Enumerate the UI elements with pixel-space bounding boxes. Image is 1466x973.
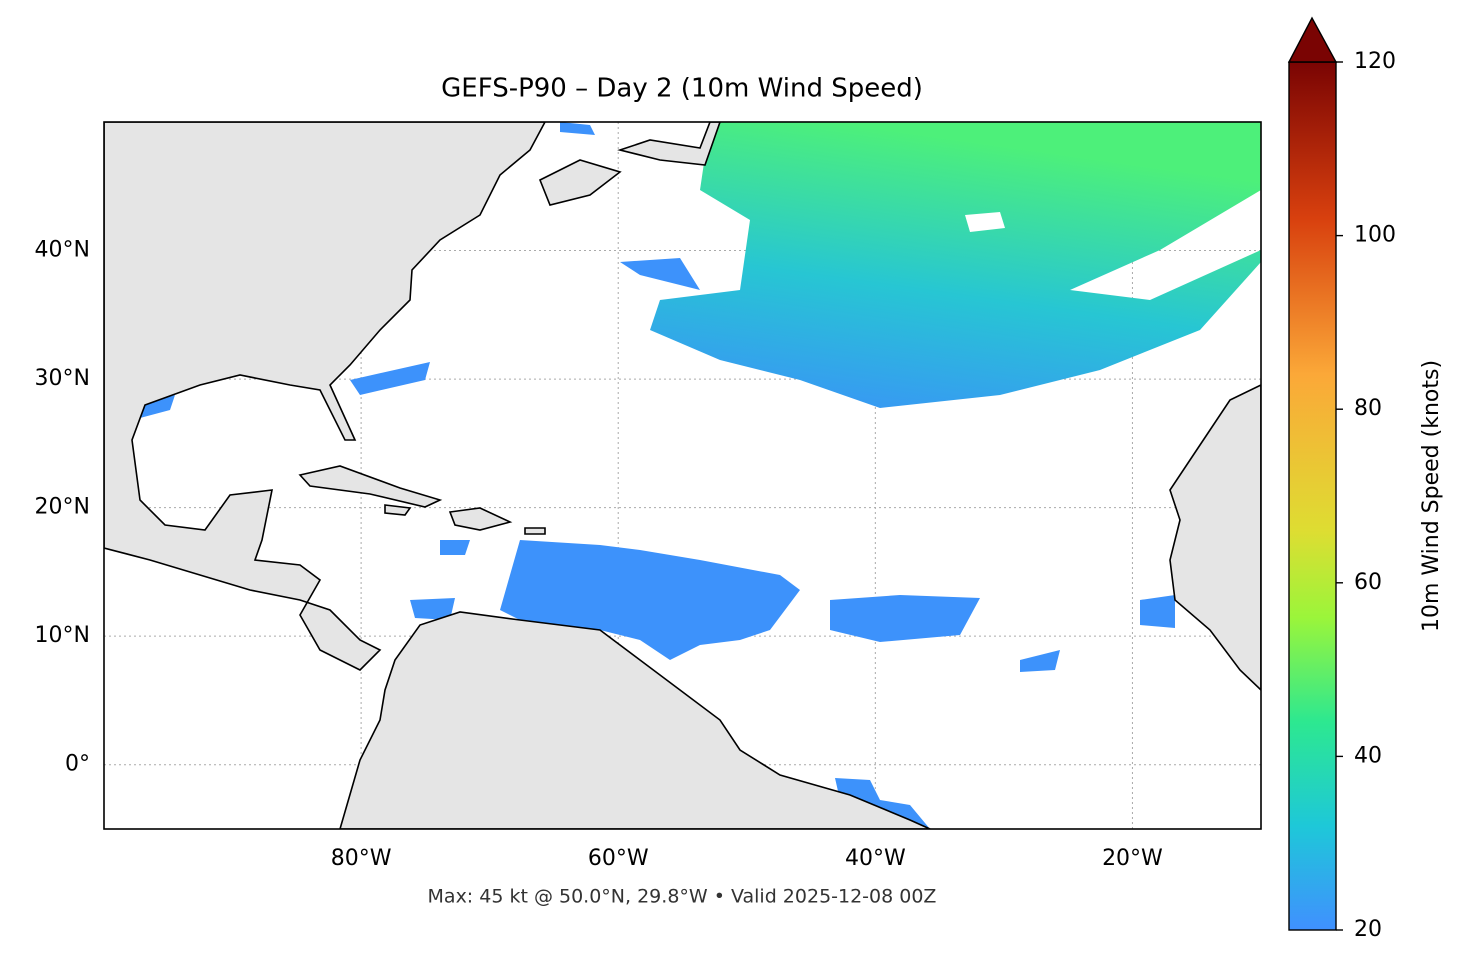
map-title: GEFS-P90 – Day 2 (10m Wind Speed) [441,74,923,104]
colorbar-extend [1287,16,1338,63]
wind-field [650,122,1261,408]
map-area [104,122,1261,829]
x-tick-label: 80°W [331,846,392,871]
y-tick-label: 10°N [35,623,90,648]
colorbar-tick-label: 20 [1354,917,1382,942]
colorbar-tick-label: 60 [1354,570,1382,595]
hispaniola [384,504,546,535]
calm-spot [965,212,1005,232]
y-tick-label: 30°N [35,366,90,391]
colorbar-tick-label: 80 [1354,396,1382,421]
map-frame [103,121,1262,830]
colorbar [1288,61,1337,931]
footer-note: Max: 45 kt @ 50.0°N, 29.8°W • Valid 2025… [428,886,937,908]
africa [1169,384,1261,692]
wind-field [410,540,1175,829]
x-tick-label: 20°W [1102,846,1163,871]
colorbar-label: 10m Wind Speed (knots) [1419,360,1444,632]
x-tick-label: 40°W [845,846,906,871]
canada-east [538,122,721,206]
y-tick-label: 0° [65,752,90,777]
y-tick-label: 20°N [35,495,90,520]
colorbar-ticks: 20 40 60 80 100 120 [1336,49,1396,942]
y-tick-label: 40°N [35,238,90,263]
x-tick-label: 60°W [588,846,649,871]
axis-labels: 80°W 60°W 40°W 20°W 0° 10°N 20°N 30°N 40°N [35,238,1164,871]
cuba [298,465,443,508]
colorbar-tick-label: 100 [1354,223,1396,248]
south-america [339,611,931,829]
colorbar-tick-label: 120 [1354,49,1396,74]
north-america [104,122,546,671]
colorbar-tick-label: 40 [1354,743,1382,768]
